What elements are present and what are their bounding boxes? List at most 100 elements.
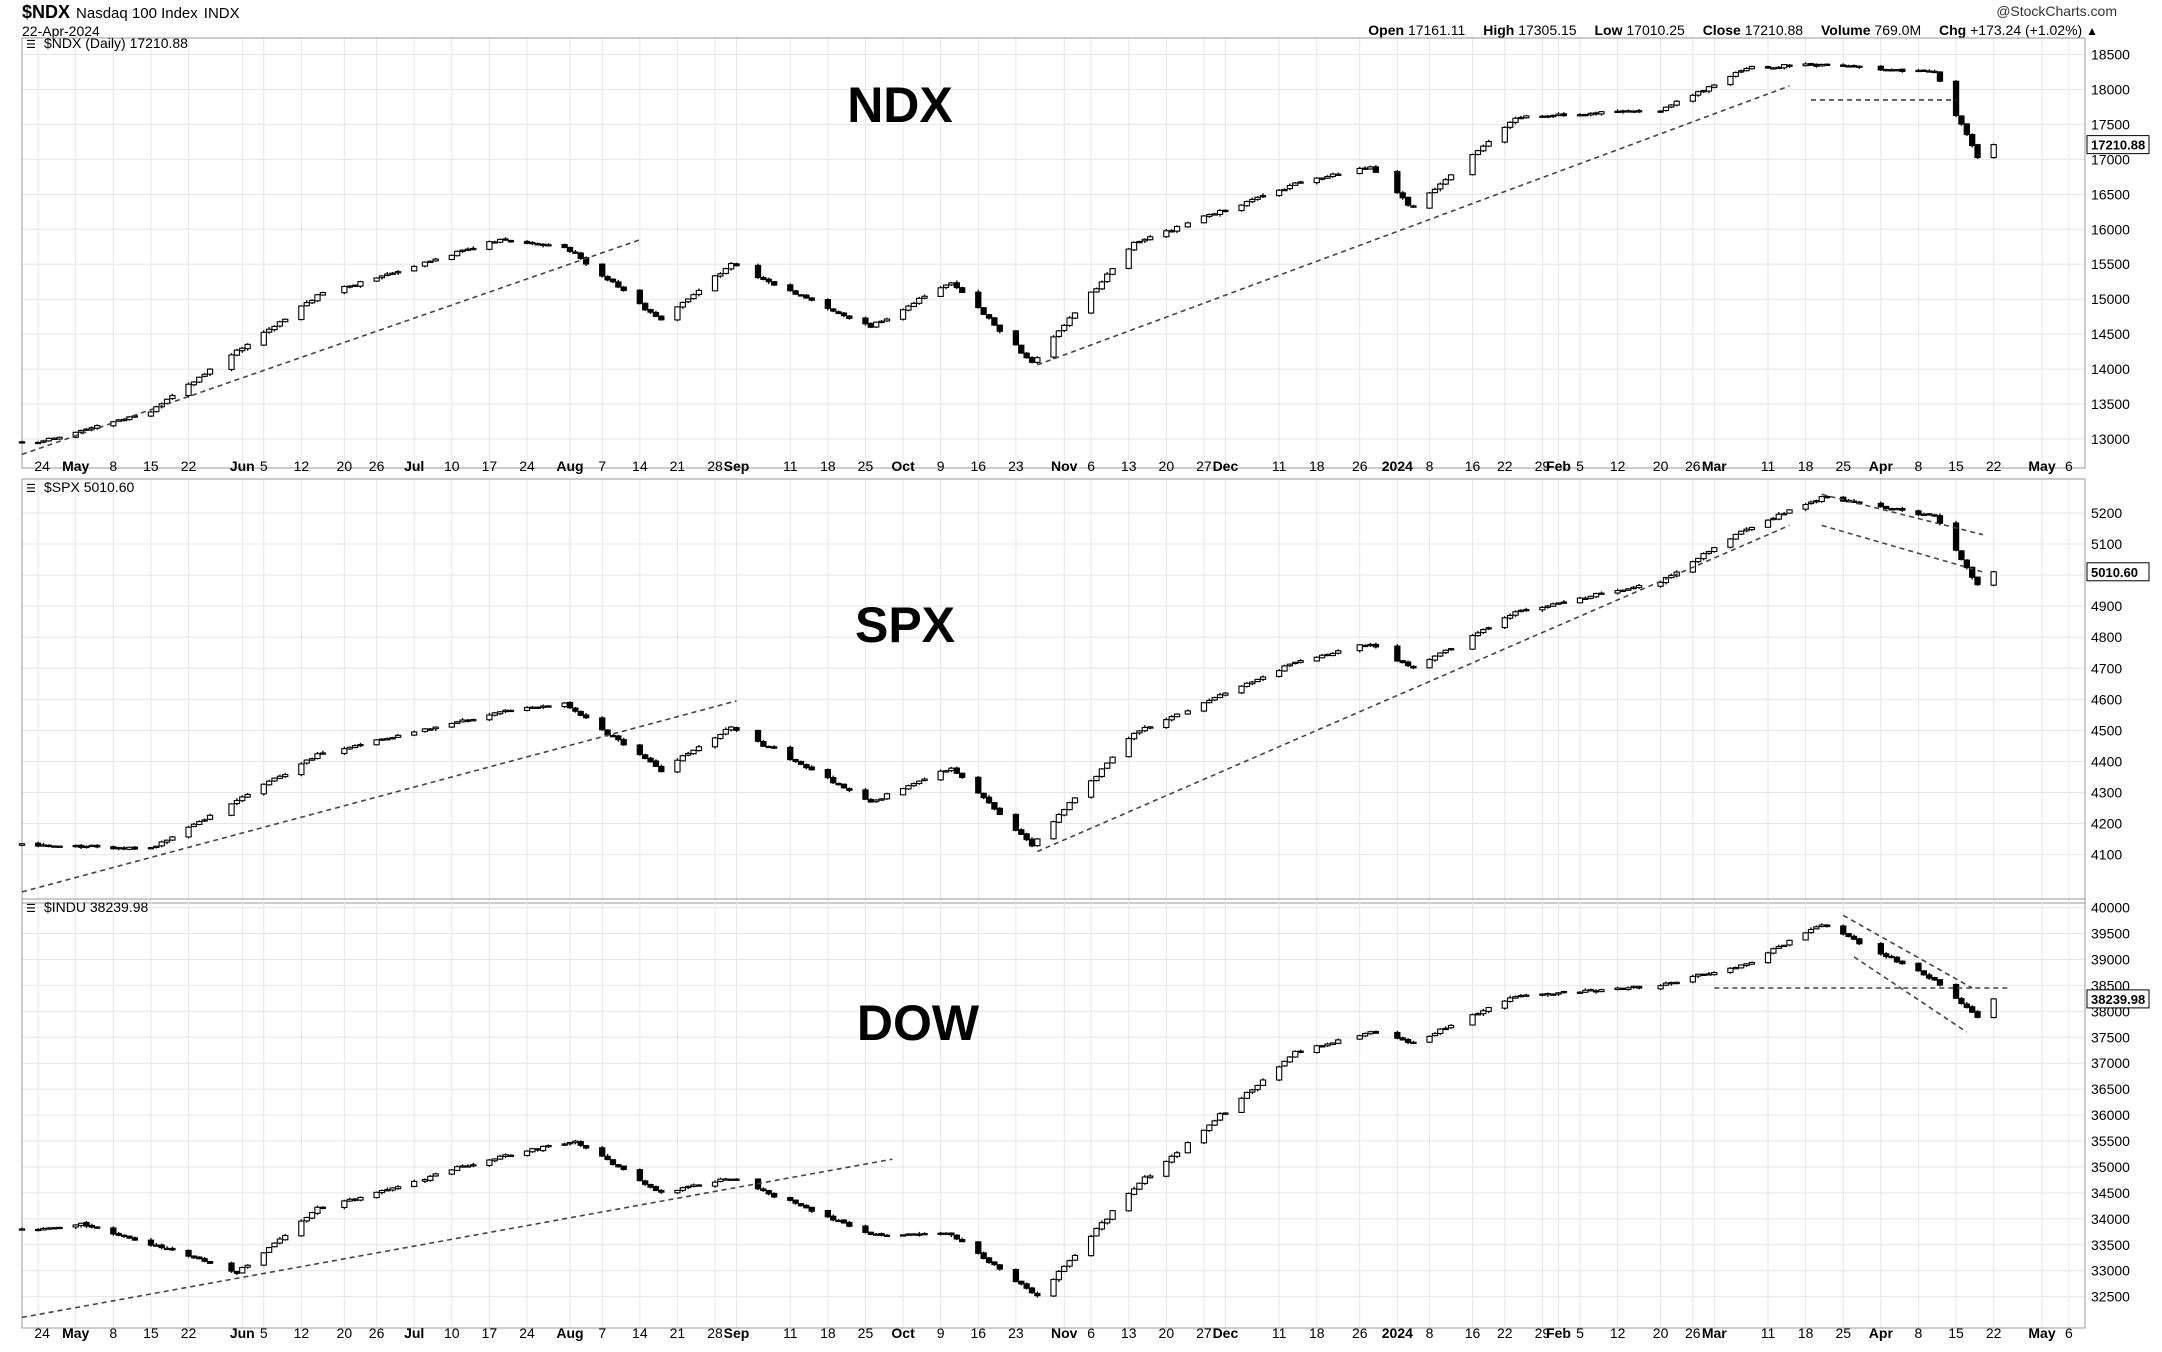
candle [1437,1028,1444,1036]
candle [411,1179,418,1188]
candle [51,437,58,440]
candle [1275,1065,1283,1082]
trendline [21,1158,893,1319]
x-tick-label: 16 [1465,1325,1481,1341]
x-tick-label: 14 [632,1325,648,1341]
candle [1512,116,1519,125]
panel-menu-icon[interactable]: ☰ [26,903,36,915]
x-tick-label: Feb [1546,458,1571,474]
x-tick-label: 8 [109,458,117,474]
candle [1394,170,1401,194]
last-price-label: 17210.88 [2091,138,2145,153]
candle [1786,64,1793,68]
candle [873,798,880,803]
x-tick-label: 18 [1798,458,1814,474]
candle [1560,600,1568,604]
candle [51,845,58,848]
x-tick-label: May [62,1325,89,1341]
candle [1399,1036,1406,1041]
candle [636,1168,643,1182]
x-tick-label: 26 [1352,1325,1368,1341]
candle [695,1184,703,1187]
candle [1028,837,1036,848]
candle [1614,986,1621,991]
candle [1931,976,1938,982]
candle [685,298,692,304]
x-tick-label: 15 [1948,1325,1964,1341]
candle [373,277,380,282]
candle [1582,988,1589,993]
candle [1614,588,1621,595]
candle [642,753,649,760]
panel-menu-icon[interactable]: ☰ [26,39,36,51]
x-tick-label: Feb [1546,1325,1571,1341]
y-tick-label: 14500 [2091,326,2130,342]
candle [454,720,461,725]
candle [910,1233,917,1236]
candle [94,1226,101,1230]
candle [534,706,541,709]
candle [599,1146,606,1157]
candle [1474,1012,1482,1016]
candle [1087,291,1095,314]
candle [147,1238,155,1247]
candle [566,1141,574,1146]
candle [491,240,498,244]
x-tick-label: Oct [891,458,915,474]
x-tick-label: May [62,458,89,474]
candle [685,751,692,757]
candle [1335,1038,1342,1045]
candle [1071,1253,1079,1262]
x-tick-label: 5 [1576,1325,1584,1341]
candle [40,439,47,444]
candle [1915,962,1922,972]
candle [733,726,740,733]
candle [1098,768,1106,778]
candle [1410,1040,1417,1044]
x-tick-label: 6 [1087,1325,1095,1341]
x-tick-label: 16 [1465,458,1481,474]
candle [1877,501,1884,508]
candle [1216,692,1224,699]
candle [314,1205,321,1215]
candle [996,324,1003,334]
candle [1549,993,1557,996]
candle [636,744,643,756]
candle [34,841,42,848]
candle [1598,111,1605,116]
candle [346,285,353,289]
candle [1485,1006,1492,1014]
candle [110,1226,117,1236]
candle [539,1145,547,1152]
close-value: 17210.88 [1744,22,1804,38]
candle [1206,213,1213,218]
candle [1695,557,1702,564]
candle [959,1237,966,1243]
y-tick-label: 4700 [2091,660,2122,676]
candle [1485,626,1492,631]
x-tick-label: 11 [1272,458,1287,474]
candle [1163,1160,1170,1178]
x-tick-label: 22 [1986,458,2002,474]
candle [1442,177,1449,186]
last-price-label: 5010.60 [2091,565,2138,580]
candle [233,1270,241,1276]
candle [582,1144,590,1150]
candle [1394,644,1401,662]
y-tick-label: 32500 [2091,1289,2130,1305]
y-tick-label: 37500 [2091,1029,2130,1045]
candle [1689,93,1696,103]
candle [722,727,729,736]
candle [916,296,923,305]
candle [959,286,966,294]
candle [910,782,917,787]
panel-menu-icon[interactable]: ☰ [26,483,36,495]
candle [1028,1286,1036,1294]
x-tick-label: Aug [556,1325,583,1341]
candle [319,750,327,755]
x-tick-label: 8 [1915,458,1923,474]
candle [486,712,493,722]
candle [1523,115,1530,119]
candle [679,1186,686,1192]
